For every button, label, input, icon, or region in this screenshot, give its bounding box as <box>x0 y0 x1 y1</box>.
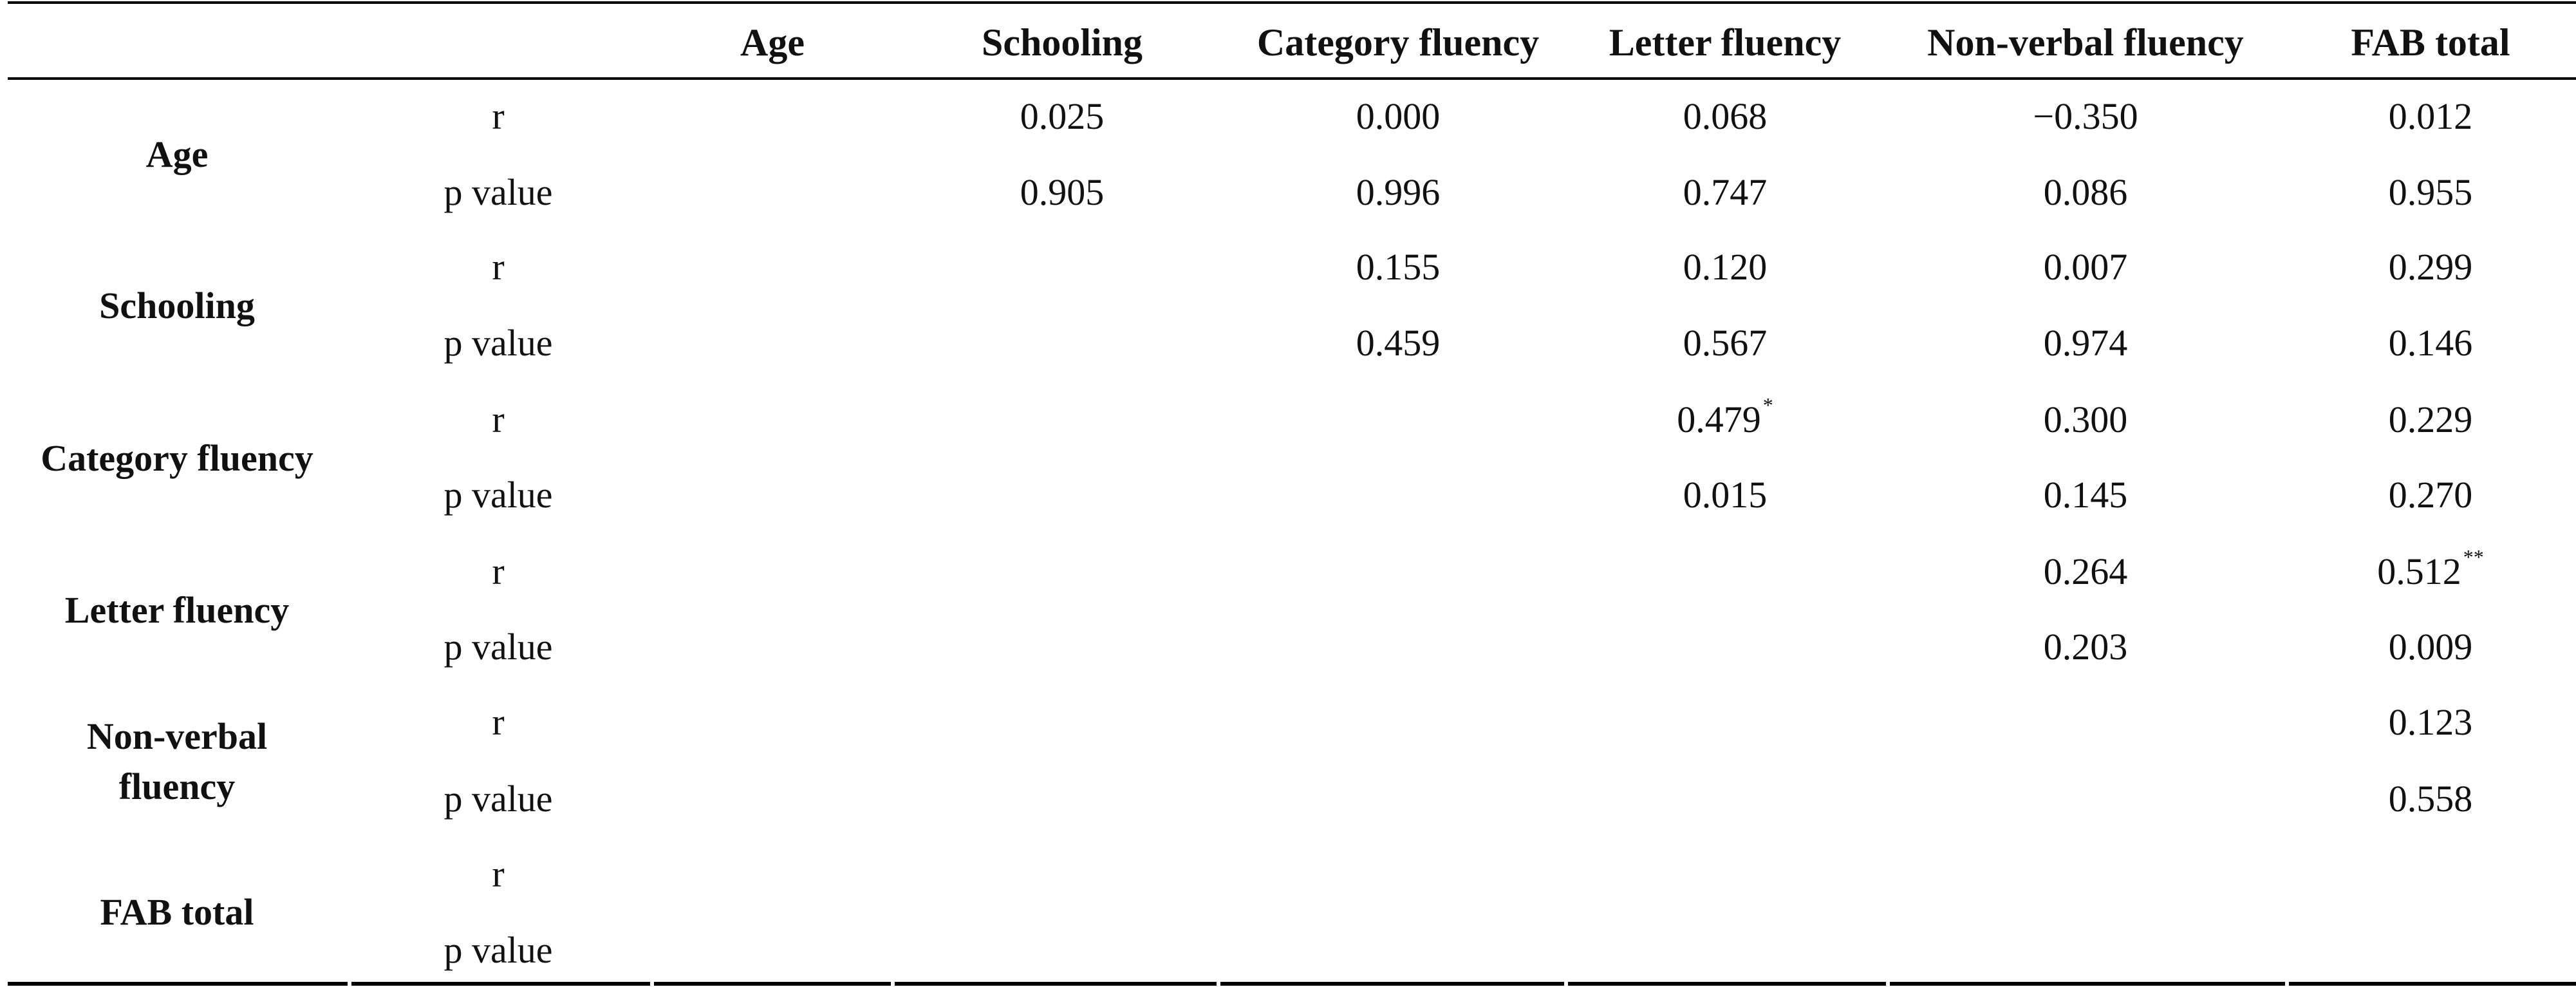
rule-gap <box>2285 982 2289 986</box>
stat-label-r: r <box>492 550 505 592</box>
significance-mark: ** <box>2463 545 2484 569</box>
stat-label-p: p value <box>443 929 553 971</box>
cell-letter-nonverbal-r: 0.264 <box>2043 550 2128 592</box>
row-label-line: fluency <box>118 766 236 807</box>
row-label-schooling: Schooling <box>99 285 255 326</box>
cell-schooling-letter-p: 0.567 <box>1683 322 1768 364</box>
cell-schooling-letter-r: 0.120 <box>1683 246 1768 288</box>
column-header-fab-total: FAB total <box>2351 21 2510 64</box>
rule-gap <box>348 982 351 986</box>
row-label-letter-fluency: Letter fluency <box>64 589 290 631</box>
row-label-line: Non-verbal <box>86 715 268 757</box>
stat-label-p: p value <box>443 474 553 516</box>
stat-label-p: p value <box>443 778 553 820</box>
cell-age-schooling-p: 0.905 <box>1020 171 1105 213</box>
cell-category-fab-r: 0.229 <box>2388 399 2473 440</box>
cell-age-fab-p: 0.955 <box>2388 171 2473 213</box>
cell-nonverbal-fab-p: 0.558 <box>2388 778 2473 820</box>
column-header-non-verbal-fluency: Non-verbal fluency <box>1927 21 2244 64</box>
cell-schooling-fab-p: 0.146 <box>2388 322 2473 364</box>
cell-age-nonverbal-r: −0.350 <box>2033 95 2138 137</box>
rule-gap <box>650 982 654 986</box>
stat-label-r: r <box>492 95 505 137</box>
stat-label-r: r <box>492 399 505 440</box>
stat-label-r: r <box>492 853 505 895</box>
cell-age-letter-r: 0.068 <box>1683 95 1768 137</box>
cell-schooling-nonverbal-r: 0.007 <box>2043 246 2128 288</box>
column-header-age: Age <box>740 21 805 64</box>
rule-gap <box>1217 982 1220 986</box>
cell-category-fab-p: 0.270 <box>2388 474 2473 516</box>
stat-label-r: r <box>492 701 505 743</box>
cell-category-nonverbal-r: 0.300 <box>2043 399 2128 440</box>
stat-label-p: p value <box>443 322 553 364</box>
cell-letter-fab-r: 0.512** <box>2377 547 2484 592</box>
cell-age-category-r: 0.000 <box>1356 95 1441 137</box>
cell-age-schooling-r: 0.025 <box>1020 95 1105 137</box>
cell-category-letter-p: 0.015 <box>1683 474 1768 516</box>
stat-label-p: p value <box>443 626 553 668</box>
rule-gap <box>891 982 895 986</box>
rule-gap <box>1564 982 1568 986</box>
cell-value: 0.512 <box>2377 550 2461 592</box>
cell-category-letter-r: 0.479* <box>1677 395 1773 440</box>
cell-schooling-nonverbal-p: 0.974 <box>2043 322 2128 364</box>
significance-mark: * <box>1762 393 1773 417</box>
row-label-fab-total: FAB total <box>100 891 254 933</box>
top-rule <box>8 1 2576 4</box>
rule-gap <box>1886 982 1890 986</box>
cell-schooling-category-p: 0.459 <box>1356 322 1441 364</box>
column-header-letter-fluency: Letter fluency <box>1609 21 1842 64</box>
cell-age-nonverbal-p: 0.086 <box>2043 171 2128 213</box>
stat-label-r: r <box>492 246 505 288</box>
row-label-category-fluency: Category fluency <box>41 437 313 479</box>
stat-label-p: p value <box>443 171 553 213</box>
cell-value: 0.479 <box>1677 399 1761 440</box>
cell-letter-fab-p: 0.009 <box>2388 626 2473 668</box>
row-label-age: Age <box>145 133 209 175</box>
bottom-rule <box>8 982 2576 986</box>
cell-nonverbal-fab-r: 0.123 <box>2388 701 2473 743</box>
cell-age-letter-p: 0.747 <box>1683 171 1768 213</box>
cell-schooling-fab-r: 0.299 <box>2388 246 2473 288</box>
column-header-schooling: Schooling <box>981 21 1143 64</box>
column-header-category-fluency: Category fluency <box>1256 21 1540 64</box>
row-label-non-verbal-fluency: Non-verbal fluency <box>87 711 267 812</box>
cell-age-fab-r: 0.012 <box>2388 95 2473 137</box>
cell-schooling-category-r: 0.155 <box>1356 246 1441 288</box>
cell-category-nonverbal-p: 0.145 <box>2043 474 2128 516</box>
cell-letter-nonverbal-p: 0.203 <box>2043 626 2128 668</box>
cell-age-category-p: 0.996 <box>1356 171 1441 213</box>
header-rule <box>8 77 2576 80</box>
